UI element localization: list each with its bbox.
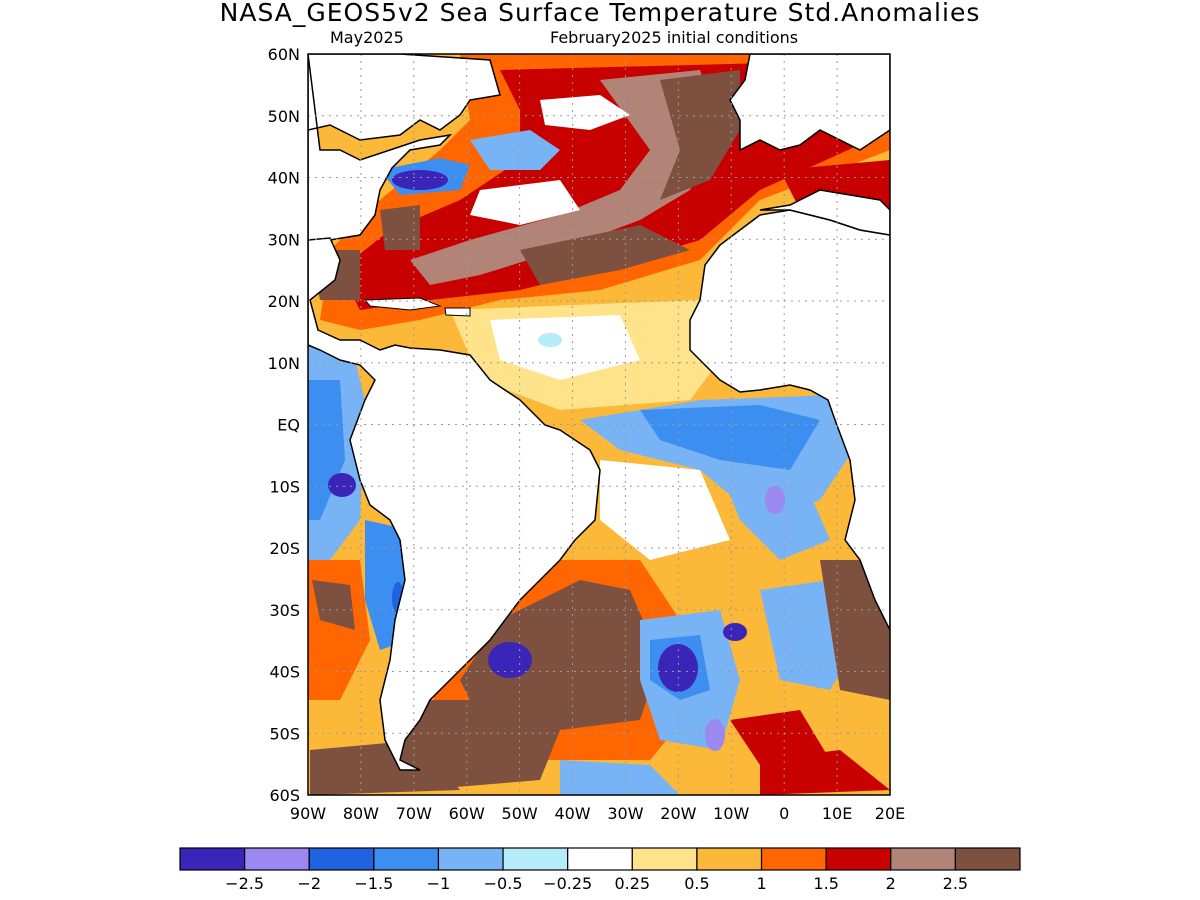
initial-conditions-label: February2025 initial conditions: [550, 28, 799, 47]
colorbar-swatch: [760, 847, 827, 871]
lon-tick-label: 70W: [396, 804, 432, 823]
forecast-month: May2025: [330, 28, 404, 47]
land-layer: [308, 54, 890, 771]
latitude-labels: 60N 50N 40N 30N 20N 10N EQ 10S 20S 30S 40S 50S 60S: [268, 45, 300, 805]
lat-tick-label: 10S: [269, 477, 300, 496]
colorbar-swatch: [244, 847, 310, 871]
lat-tick-label: 40S: [269, 663, 300, 682]
lat-tick-label: 20S: [269, 539, 300, 558]
colorbar-tick-label: −0.25: [543, 874, 592, 893]
chart-title: NASA_GEOS5v2 Sea Surface Temperature Std…: [219, 0, 981, 27]
colorbar-tick-label: −2.5: [225, 874, 264, 893]
colorbar-swatch: [567, 847, 633, 871]
lon-tick-label: 40W: [554, 804, 590, 823]
colorbar-swatch: [437, 847, 504, 871]
colorbar-tick-label: 2: [886, 874, 896, 893]
lat-tick-label: 60S: [269, 786, 300, 805]
lon-tick-label: 20W: [660, 804, 696, 823]
colorbar-swatch: [179, 847, 246, 871]
lat-tick-label: 40N: [268, 169, 300, 188]
colorbar-tick-label: −0.5: [484, 874, 523, 893]
lon-tick-label: 80W: [343, 804, 379, 823]
colorbar-swatch: [890, 847, 956, 871]
colorbar-swatch: [631, 847, 698, 871]
lon-tick-label: 60W: [449, 804, 485, 823]
lat-tick-label: 30N: [268, 230, 300, 249]
colorbar-swatch: [954, 847, 1021, 871]
colorbar-tick-label: 0.25: [614, 874, 650, 893]
lat-tick-label: 10N: [268, 354, 300, 373]
lat-tick-label: 20N: [268, 292, 300, 311]
colorbar-tick-label: 0.5: [684, 874, 709, 893]
lat-tick-label: 60N: [268, 45, 300, 64]
lat-tick-label: EQ: [277, 416, 300, 435]
colorbar-tick-label: −2: [297, 874, 321, 893]
colorbar-swatch: [696, 847, 763, 871]
colorbar-tick-label: 2.5: [943, 874, 968, 893]
colorbar-tick-label: 1: [756, 874, 766, 893]
colorbar-tick-label: 1.5: [813, 874, 838, 893]
colorbar-swatch: [308, 847, 375, 871]
lon-tick-label: 50W: [502, 804, 538, 823]
colorbar: [179, 847, 1021, 871]
colorbar-swatch: [825, 847, 892, 871]
lat-tick-label: 30S: [269, 601, 300, 620]
lon-tick-label: 10W: [713, 804, 749, 823]
colorbar-tick-label: −1.5: [354, 874, 393, 893]
lat-tick-label: 50S: [269, 724, 300, 743]
colorbar-tick-label: −1: [427, 874, 451, 893]
colorbar-labels: −2.5 −2 −1.5 −1 −0.5 −0.25 0.25 0.5 1 1.5 2 2.5: [225, 874, 968, 893]
lon-tick-label: 20E: [875, 804, 905, 823]
longitude-labels: 90W 80W 70W 60W 50W 40W 30W 20W 10W 0 10E 20E: [290, 804, 905, 823]
graticule: [308, 54, 890, 795]
lat-tick-label: 50N: [268, 107, 300, 126]
lon-tick-label: 10E: [822, 804, 852, 823]
colorbar-swatch: [502, 847, 569, 871]
colorbar-swatch: [373, 847, 440, 871]
lon-tick-label: 90W: [290, 804, 326, 823]
map-frame: [307, 53, 891, 796]
lon-tick-label: 30W: [607, 804, 643, 823]
lon-tick-label: 0: [779, 804, 789, 823]
